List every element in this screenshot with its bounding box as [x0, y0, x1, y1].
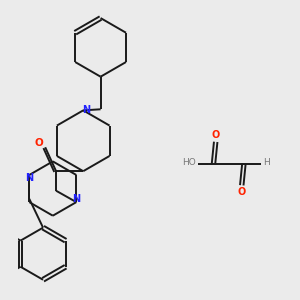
Text: N: N [25, 173, 33, 183]
Text: N: N [72, 194, 80, 204]
Text: O: O [212, 130, 220, 140]
Text: H: H [263, 158, 270, 167]
Text: N: N [82, 105, 90, 116]
Text: HO: HO [182, 158, 196, 167]
Text: O: O [34, 138, 43, 148]
Text: O: O [238, 187, 246, 197]
